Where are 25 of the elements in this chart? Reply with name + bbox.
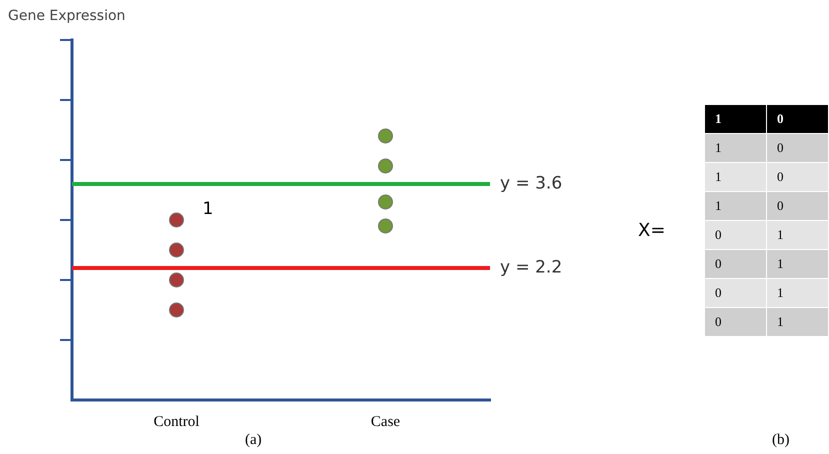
x-tick-label: Control [154, 414, 200, 430]
ref-line-label: y = 3.6 [500, 173, 562, 194]
text: 0 [777, 198, 784, 213]
text: 1 [715, 140, 722, 155]
text: 1 [777, 227, 784, 242]
text: 1 [777, 314, 784, 329]
text: 1 [715, 198, 722, 213]
text: 0 [777, 169, 784, 184]
text: 1 [777, 256, 784, 271]
text: 0 [715, 285, 722, 300]
text: (b) [772, 432, 790, 449]
text: 0 [777, 111, 784, 126]
text: 1 [715, 111, 722, 126]
y-axis-title: Gene Expression [8, 8, 126, 24]
text: 0 [715, 227, 722, 242]
annotation: 1 [202, 198, 214, 219]
text: 0 [715, 256, 722, 271]
text: (a) [245, 432, 262, 449]
text: 1 [777, 285, 784, 300]
x-tick-label: Case [370, 414, 400, 430]
text: 0 [715, 314, 722, 329]
text: X= [638, 220, 666, 241]
text: 1 [715, 169, 722, 184]
text: 0 [777, 140, 784, 155]
ref-line-label: y = 2.2 [500, 257, 562, 278]
